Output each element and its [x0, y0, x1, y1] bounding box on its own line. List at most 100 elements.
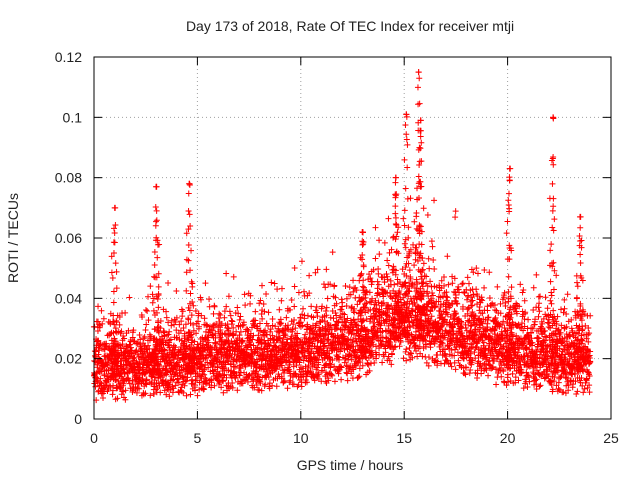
data-point — [425, 316, 432, 323]
data-point — [344, 377, 351, 384]
data-point — [225, 325, 232, 332]
data-point — [230, 331, 237, 338]
x-tick-label: 5 — [194, 430, 202, 446]
data-point — [467, 287, 474, 294]
data-point — [474, 270, 481, 277]
data-point — [362, 291, 369, 298]
data-point — [217, 311, 224, 318]
data-point — [535, 304, 542, 311]
data-point — [190, 302, 197, 309]
data-point — [304, 312, 311, 319]
data-point — [360, 284, 367, 291]
data-point — [196, 323, 203, 330]
data-point — [234, 348, 241, 355]
data-point — [196, 379, 203, 386]
data-point — [159, 336, 166, 343]
data-point — [173, 288, 180, 295]
data-point — [416, 241, 423, 248]
data-point — [328, 330, 335, 337]
data-point — [402, 290, 409, 297]
data-point — [124, 350, 131, 357]
data-point — [133, 347, 140, 354]
data-point — [245, 290, 252, 297]
data-point — [498, 373, 505, 380]
data-point — [235, 310, 242, 317]
data-point — [184, 374, 191, 381]
data-point — [142, 327, 149, 334]
data-point — [282, 332, 289, 339]
data-point — [423, 359, 430, 366]
data-point — [244, 378, 251, 385]
data-point — [278, 342, 285, 349]
data-point — [299, 339, 306, 346]
data-point — [417, 133, 424, 140]
data-point — [439, 333, 446, 340]
data-point — [568, 316, 575, 323]
data-point — [306, 290, 313, 297]
data-point — [172, 382, 179, 389]
data-point — [531, 321, 538, 328]
data-point — [95, 318, 102, 325]
data-point — [315, 371, 322, 378]
data-point — [154, 296, 161, 303]
data-point — [510, 357, 517, 364]
data-point — [150, 335, 157, 342]
data-point — [421, 273, 428, 280]
data-point — [331, 363, 338, 370]
data-point — [188, 341, 195, 348]
data-point — [163, 365, 170, 372]
data-point — [419, 333, 426, 340]
data-point — [218, 384, 225, 391]
data-point — [558, 306, 565, 313]
data-point — [169, 368, 176, 375]
data-point — [344, 336, 351, 342]
data-point — [392, 194, 399, 201]
data-point — [535, 313, 542, 320]
data-point — [504, 358, 511, 365]
data-point — [417, 250, 424, 257]
data-point — [401, 280, 408, 287]
data-point — [415, 327, 422, 334]
data-point — [530, 306, 537, 313]
data-point — [357, 359, 364, 366]
data-point — [187, 290, 194, 297]
data-point — [221, 371, 228, 378]
data-point — [95, 351, 102, 358]
data-point — [504, 371, 511, 378]
data-point — [120, 380, 127, 387]
data-point — [289, 346, 296, 353]
data-point — [161, 346, 167, 353]
data-point — [269, 382, 276, 389]
data-point — [225, 339, 232, 346]
data-point — [500, 292, 507, 299]
data-point — [349, 347, 356, 354]
data-point — [371, 359, 378, 366]
data-point — [237, 313, 244, 320]
data-point — [402, 185, 409, 192]
data-point — [334, 325, 341, 332]
x-tick-label: 15 — [396, 430, 412, 446]
data-point — [267, 336, 274, 343]
data-point — [140, 366, 147, 373]
data-point — [374, 332, 381, 339]
data-point — [550, 307, 557, 314]
data-point — [211, 303, 218, 310]
data-point — [547, 311, 554, 318]
data-point — [182, 378, 189, 385]
data-point — [346, 284, 353, 291]
data-point — [578, 332, 585, 339]
data-point — [362, 309, 369, 316]
data-point — [543, 349, 550, 356]
data-point — [411, 262, 418, 269]
data-point — [441, 282, 448, 289]
data-point — [471, 321, 478, 328]
data-point — [290, 381, 297, 388]
data-point — [151, 326, 158, 333]
data-point — [459, 338, 466, 345]
data-point — [292, 325, 299, 332]
data-point — [113, 343, 120, 350]
data-point — [532, 316, 539, 323]
data-point — [121, 335, 128, 342]
data-point — [443, 357, 450, 364]
data-point — [505, 379, 512, 385]
